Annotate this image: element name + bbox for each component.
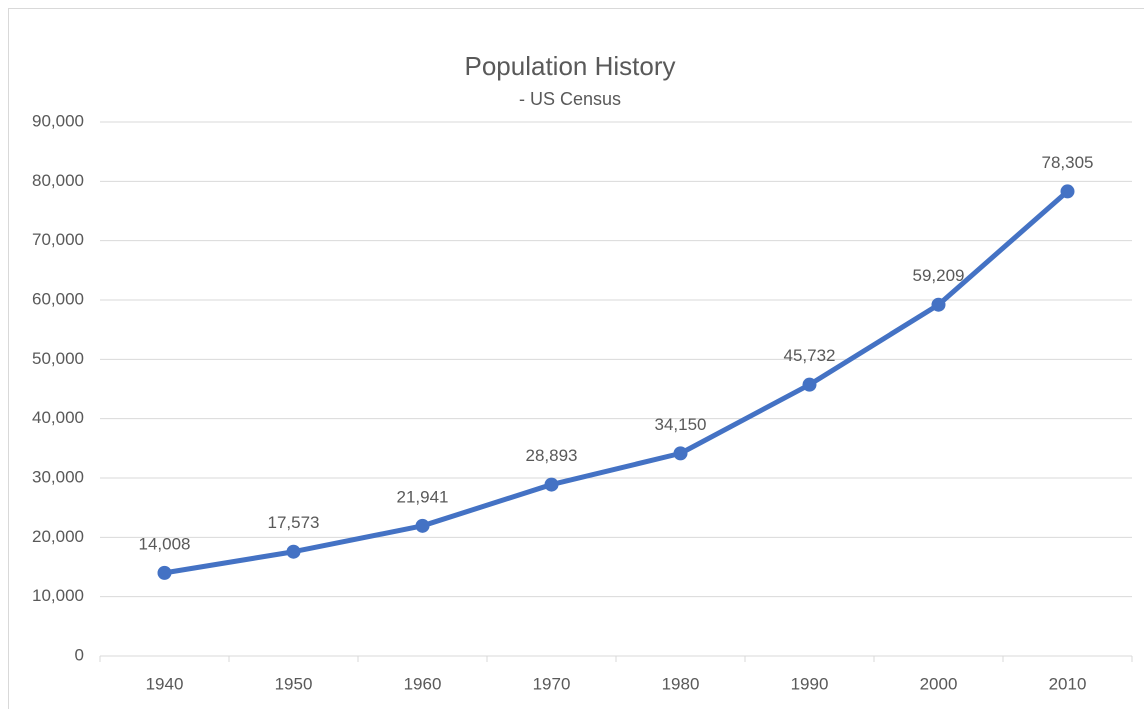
y-tick-label: 30,000 [32,467,84,486]
x-tick-label: 1950 [275,674,313,693]
y-tick-label: 70,000 [32,230,84,249]
point [544,477,559,492]
point [931,297,946,312]
x-tick-label: 1970 [533,674,571,693]
chart-frame [8,8,1144,709]
y-tick-label: 60,000 [32,289,84,308]
point [286,544,301,559]
data-label: 14,008 [139,534,191,553]
x-tick-label: 1940 [146,674,184,693]
data-label: 78,305 [1042,153,1094,172]
y-tick-label: 80,000 [32,171,84,190]
point [673,446,688,461]
data-label: 17,573 [268,513,320,532]
y-tick-label: 50,000 [32,349,84,368]
y-tick-label: 40,000 [32,408,84,427]
chart-subtitle: - US Census [519,89,621,109]
data-label: 45,732 [784,346,836,365]
y-tick-label: 90,000 [32,111,84,130]
x-tick-label: 2000 [920,674,958,693]
y-tick-label: 10,000 [32,586,84,605]
line [164,189,1070,576]
point [1060,184,1075,199]
point [415,518,430,533]
data-label: 59,209 [913,266,965,285]
chart-title: Population History [465,51,676,81]
x-tick-label: 1960 [404,674,442,693]
x-tick-label: 1990 [791,674,829,693]
y-tick-label: 0 [75,645,84,664]
x-tick-label: 2010 [1049,674,1087,693]
y-tick-label: 20,000 [32,527,84,546]
data-label: 21,941 [397,487,449,506]
x-tick-label: 1980 [662,674,700,693]
point [802,377,817,392]
point [157,565,172,580]
data-label: 34,150 [655,415,707,434]
data-label: 28,893 [526,446,578,465]
